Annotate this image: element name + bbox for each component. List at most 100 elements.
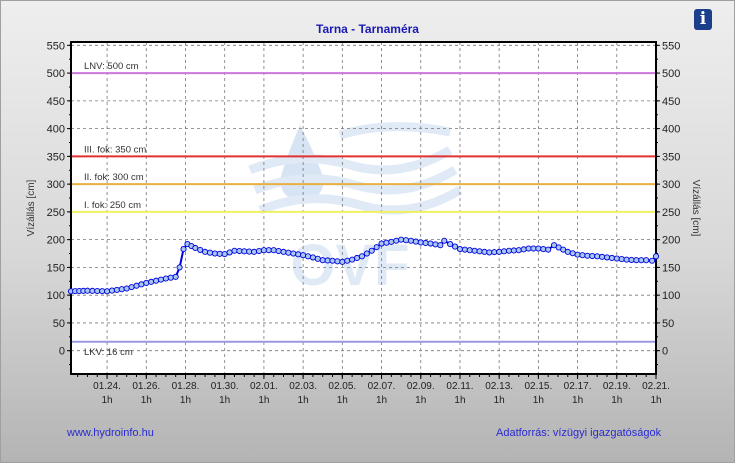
data-point — [143, 279, 150, 286]
data-point — [270, 247, 277, 254]
data-point — [275, 247, 282, 255]
y-tick-label-left: 200 — [47, 235, 65, 247]
x-tick-sublabel: 1h — [337, 395, 348, 406]
plot-area — [71, 42, 656, 374]
data-point — [167, 274, 174, 281]
data-point — [319, 257, 326, 264]
y-tick-label-left: 250 — [47, 207, 65, 219]
x-tick-sublabel: 1h — [141, 395, 152, 406]
data-point — [378, 240, 385, 247]
x-tick-sublabel: 1h — [298, 395, 309, 406]
data-point — [324, 257, 331, 264]
data-point — [393, 237, 400, 244]
data-point — [358, 253, 365, 260]
data-point — [176, 264, 183, 271]
data-point — [510, 247, 517, 254]
data-point — [564, 248, 571, 255]
data-point — [260, 247, 267, 254]
data-point — [613, 255, 620, 262]
data-point — [525, 245, 532, 252]
data-point — [402, 237, 410, 244]
data-point — [113, 286, 120, 293]
x-tick-label: 02.13. — [485, 381, 513, 392]
y-tick-label-right: 150 — [662, 262, 680, 274]
y-tick-label-right: 500 — [662, 68, 680, 80]
x-tick-sublabel: 1h — [258, 395, 269, 406]
y-tick-label-right: 250 — [662, 207, 680, 219]
y-tick-label-left: 50 — [53, 318, 65, 330]
data-point — [104, 288, 111, 295]
data-point — [339, 258, 346, 265]
y-tick-label-right: 0 — [662, 346, 668, 358]
x-tick-label: 02.07. — [368, 381, 396, 392]
y-tick-label-left: 150 — [47, 262, 65, 274]
data-point — [373, 244, 380, 251]
data-point — [441, 237, 448, 244]
data-point — [569, 250, 576, 257]
data-point — [388, 238, 395, 245]
data-point — [285, 249, 292, 256]
x-tick-label: 01.28. — [172, 381, 200, 392]
x-tick-label: 02.05. — [328, 381, 356, 392]
x-tick-label: 01.24. — [93, 381, 121, 392]
y-tick-label-right: 450 — [662, 96, 680, 108]
data-point — [437, 242, 444, 249]
data-point — [329, 257, 336, 264]
data-point — [162, 275, 169, 282]
data-point — [628, 256, 635, 263]
x-tick-label: 02.19. — [603, 381, 631, 392]
y-tick-label-right: 550 — [662, 40, 680, 52]
data-point — [133, 282, 140, 289]
y-tick-label-right: 200 — [662, 235, 680, 247]
data-point — [180, 246, 187, 253]
data-point — [398, 236, 405, 243]
data-point — [412, 238, 419, 245]
data-point — [608, 254, 615, 262]
info-icon[interactable]: i — [694, 9, 712, 30]
data-point — [255, 247, 263, 255]
threshold-label: I. fok: 250 cm — [84, 200, 141, 211]
data-point — [427, 240, 434, 247]
data-point — [584, 252, 591, 259]
data-point — [221, 251, 228, 258]
y-tick-label-left: 550 — [47, 40, 65, 52]
x-tick-label: 02.11. — [446, 381, 473, 392]
y-tick-label-right: 100 — [662, 290, 680, 302]
data-point — [89, 287, 96, 294]
y-tick-label-left: 0 — [59, 346, 65, 358]
x-tick-sublabel: 1h — [219, 395, 230, 406]
data-point — [314, 255, 321, 262]
data-point — [618, 256, 625, 263]
y-tick-label-right: 300 — [662, 179, 680, 191]
wave-shape — [248, 146, 453, 175]
x-tick-label: 02.15. — [524, 381, 552, 392]
data-point — [138, 281, 145, 288]
data-point — [246, 248, 253, 255]
x-tick-label: 01.26. — [132, 381, 160, 392]
data-point — [300, 252, 307, 259]
data-point — [363, 250, 370, 257]
data-point — [603, 254, 611, 261]
data-point — [422, 239, 429, 247]
x-tick-sublabel: 1h — [494, 395, 505, 406]
x-tick-sublabel: 1h — [102, 395, 113, 406]
hydroinfo-link[interactable]: www.hydroinfo.hu — [67, 427, 154, 439]
data-point — [461, 246, 468, 253]
data-point — [447, 241, 454, 248]
data-point — [295, 251, 302, 258]
data-point — [643, 257, 650, 264]
x-tick-label: 01.30. — [211, 381, 239, 392]
data-point — [368, 247, 375, 254]
x-tick-label: 02.01. — [250, 381, 278, 392]
y-tick-label-right: 400 — [662, 124, 680, 136]
threshold-label: LKV: 16 cm — [84, 347, 133, 358]
x-tick-label: 02.21. — [642, 381, 670, 392]
y-tick-label-right: 350 — [662, 151, 680, 163]
data-point — [515, 247, 522, 254]
y-tick-label-left: 350 — [47, 151, 65, 163]
data-point — [594, 253, 601, 260]
x-tick-sublabel: 1h — [415, 395, 426, 406]
data-point — [589, 252, 596, 260]
data-point — [157, 276, 165, 283]
data-point — [574, 251, 581, 258]
